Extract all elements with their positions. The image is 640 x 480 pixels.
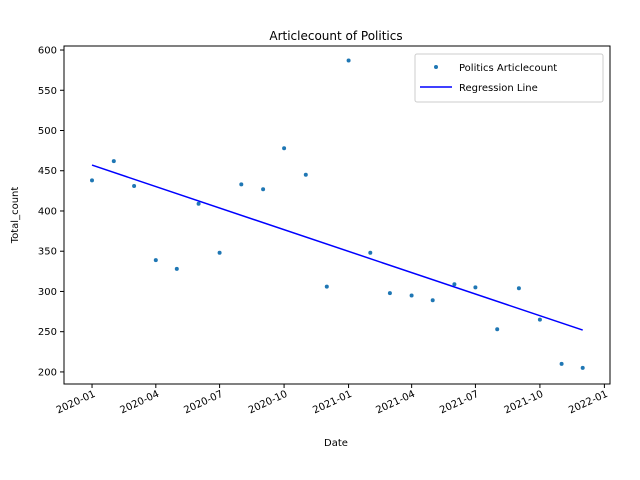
- x-axis-label: Date: [324, 438, 348, 449]
- data-point-7: [217, 250, 222, 255]
- chart-title: Articlecount of Politics: [269, 29, 402, 43]
- legend-label-line: Regression Line: [459, 83, 538, 94]
- data-point-22: [537, 317, 542, 322]
- legend-label-scatter: Politics Articlecount: [459, 63, 557, 74]
- data-point-21: [516, 286, 521, 291]
- data-point-19: [473, 285, 478, 290]
- data-point-15: [387, 291, 392, 296]
- y-tick-label-8: 550: [38, 86, 57, 97]
- data-point-2: [111, 159, 116, 164]
- data-point-3: [132, 184, 137, 188]
- y-tick-label-4: 350: [38, 247, 57, 258]
- data-point-11: [303, 172, 308, 177]
- plot-marks: [90, 58, 585, 370]
- data-point-9: [261, 187, 266, 192]
- data-point-4: [153, 258, 158, 263]
- y-axis: 200 250 300 350 400 450 500 550 600: [38, 46, 64, 378]
- data-point-24: [580, 365, 585, 370]
- y-tick-label-7: 500: [38, 126, 57, 137]
- data-point-8: [239, 182, 244, 187]
- y-axis-label: Total_count: [10, 187, 21, 245]
- legend: Politics Articlecount Regression Line: [414, 53, 604, 103]
- data-point-18: [452, 282, 457, 287]
- data-point-13: [346, 58, 351, 63]
- data-point-23: [559, 361, 564, 366]
- regression-line: [91, 164, 583, 331]
- data-point-12: [324, 284, 329, 289]
- y-tick-label-5: 400: [38, 206, 57, 217]
- data-point-6: [196, 201, 201, 206]
- plot-frame: [63, 45, 611, 385]
- data-point-5: [174, 266, 179, 271]
- y-tick-label-3: 300: [38, 287, 57, 298]
- legend-box: [414, 53, 604, 103]
- data-point-14: [368, 250, 373, 255]
- legend-scatter-marker: [434, 65, 438, 69]
- data-point-17: [430, 298, 435, 303]
- data-point-16: [409, 293, 414, 298]
- data-point-10: [282, 146, 287, 151]
- y-tick-label-1: 200: [38, 367, 57, 378]
- y-tick-label-6: 450: [38, 166, 57, 177]
- y-tick-label-9: 600: [38, 46, 57, 57]
- data-point-20: [495, 327, 500, 332]
- data-point-1: [90, 178, 94, 183]
- y-tick-label-2: 250: [38, 327, 57, 338]
